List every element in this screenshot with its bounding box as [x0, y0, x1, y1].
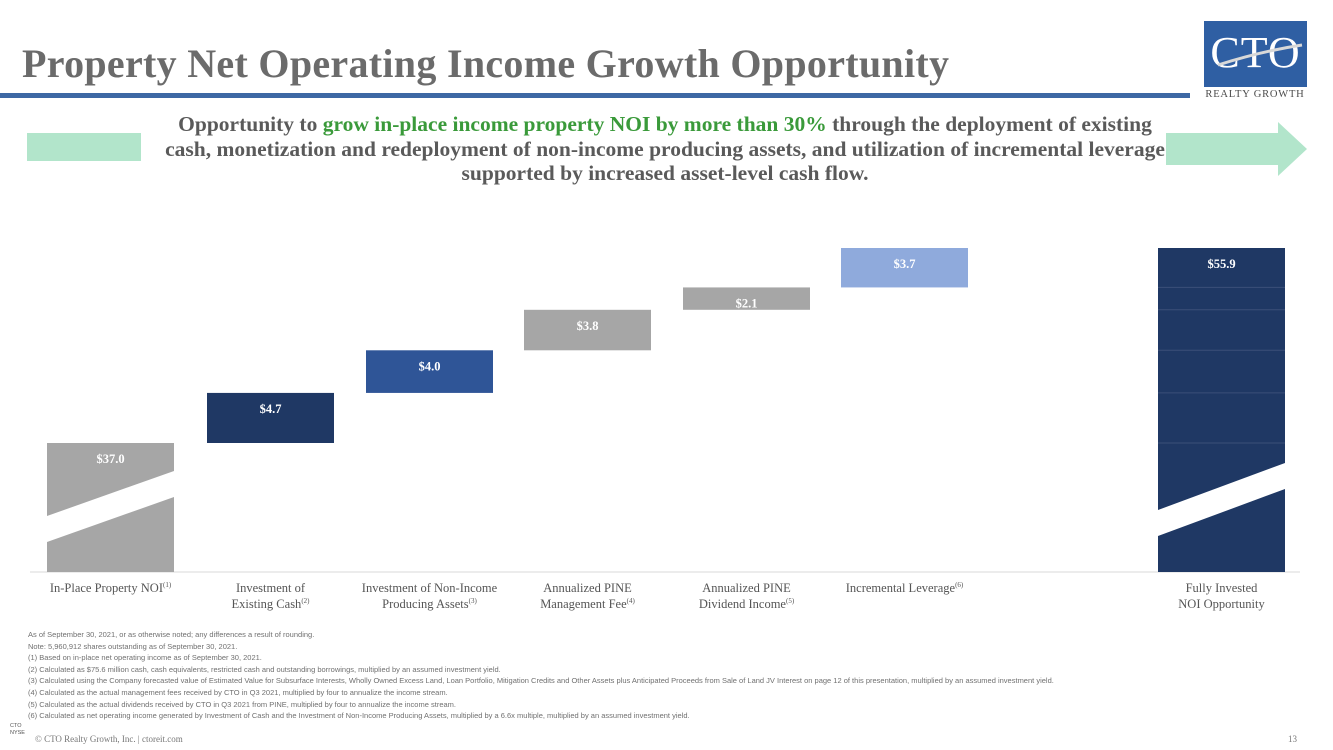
category-label-1: Investment of Existing Cash(2) [231, 581, 310, 611]
bar-1 [207, 392, 334, 443]
page-title: Property Net Operating Income Growth Opp… [22, 41, 950, 86]
category-label-0: In-Place Property NOI(1) [49, 581, 172, 595]
bar-label-5: $3.7 [894, 257, 916, 271]
footer-text: © CTO Realty Growth, Inc. | ctoreit.com [35, 734, 183, 744]
logo-subtitle: REALTY GROWTH [1205, 89, 1305, 100]
bar-label-6: $55.9 [1207, 257, 1235, 271]
bar-3 [524, 309, 651, 351]
footnote-1: Note: 5,960,912 shares outstanding as of… [28, 641, 238, 651]
small-logo: CTO NYSE [10, 723, 25, 737]
headline: Opportunity to grow in-place income prop… [160, 112, 1170, 186]
bar-label-3: $3.8 [577, 319, 599, 333]
headline-part2: through the deployment of existing cash,… [165, 112, 1165, 185]
axis-break-last [1158, 463, 1285, 536]
logo-swoosh-icon [1217, 43, 1303, 67]
bar-5 [841, 248, 968, 288]
bar-label-4: $2.1 [736, 296, 758, 310]
logo-text: CTO [1210, 28, 1301, 77]
footnote-4: (3) Calculated using the Company forecas… [28, 676, 1054, 686]
category-label-3: Annualized PINE Management Fee(4) [540, 581, 635, 611]
headline-part1: Opportunity to [178, 112, 323, 136]
small-logo-top: CTO [10, 723, 22, 729]
page-number: 13 [1288, 734, 1297, 744]
left-arrow-bar [27, 133, 141, 161]
title-rule [0, 93, 1190, 98]
footnote-6: (5) Calculated as the actual dividends r… [28, 699, 456, 709]
bar-label-0: $37.0 [96, 452, 124, 466]
footnote-3: (2) Calculated as $75.6 million cash, ca… [28, 664, 501, 674]
bar-4 [683, 287, 810, 310]
waterfall-chart: $37.0 $4.7 $4.0 $3.8 $2.1 $3.7 $55.9 [30, 248, 1300, 573]
headline-highlight: grow in-place income property NOI by mor… [322, 112, 827, 136]
footnote-2: (1) Based on in-place net operating inco… [28, 653, 262, 663]
footnotes: As of September 30, 2021, or as otherwis… [28, 629, 1054, 722]
right-arrow-icon [1166, 122, 1307, 176]
footnote-0: As of September 30, 2021, or as otherwis… [28, 630, 315, 639]
bar-2 [366, 350, 493, 393]
footnote-7: (6) Calculated as net operating income g… [28, 711, 690, 721]
category-label-2: Investment of Non-Income Producing Assets… [361, 581, 498, 611]
bar-label-1: $4.7 [260, 402, 282, 416]
axis-break-first [47, 471, 174, 542]
category-label-4: Annualized PINE Dividend Income(5) [698, 581, 795, 611]
small-logo-bottom: NYSE [10, 730, 25, 736]
company-logo: CTO [1204, 21, 1307, 87]
footnote-5: (4) Calculated as the actual management … [28, 687, 448, 697]
category-label-5: Incremental Leverage(6) [845, 581, 964, 595]
bar-label-2: $4.0 [419, 359, 441, 373]
category-label-6: Fully Invested NOI Opportunity [1178, 581, 1265, 611]
